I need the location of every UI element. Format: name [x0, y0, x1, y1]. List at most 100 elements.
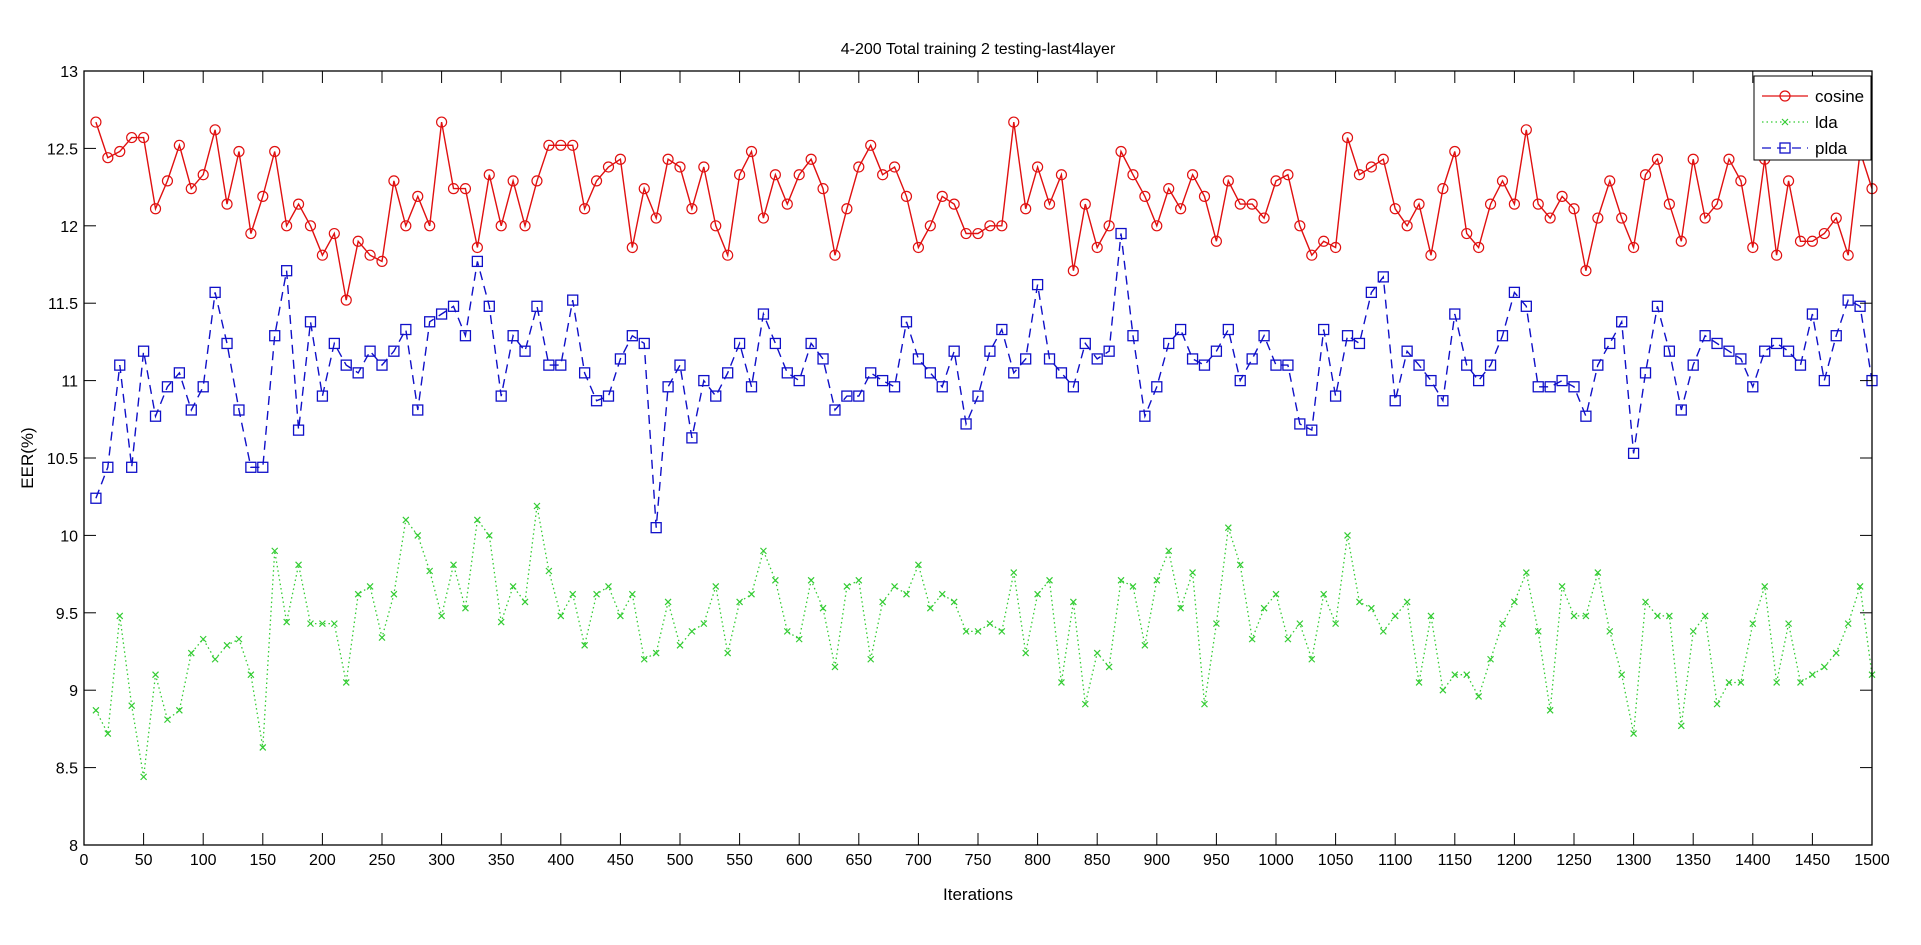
cosine-point	[936, 190, 948, 202]
cosine-point	[602, 161, 615, 173]
lda-point	[926, 604, 934, 612]
cosine-point	[1210, 235, 1223, 247]
cosine-point	[149, 203, 162, 215]
lda-point	[557, 612, 565, 620]
lda-point	[1332, 620, 1340, 628]
cosine-point	[1627, 241, 1640, 254]
lda-point	[1546, 706, 1554, 714]
cosine-point	[960, 227, 972, 240]
plda-point	[626, 330, 638, 342]
lda-point	[1344, 531, 1351, 539]
lda-point	[402, 516, 410, 524]
lda-point	[295, 561, 302, 569]
lda-point	[1272, 590, 1280, 598]
lda-point	[1701, 612, 1709, 620]
lda-point	[1010, 569, 1018, 576]
lda-point	[533, 502, 541, 510]
cosine-point	[877, 169, 889, 181]
cosine-point	[579, 203, 591, 215]
cosine-point	[1353, 169, 1366, 181]
plda-point	[829, 404, 841, 416]
lda-point	[1594, 569, 1602, 576]
plda-point	[805, 337, 817, 350]
plda-point	[984, 345, 996, 357]
cosine-point	[1103, 220, 1115, 232]
cosine-point	[328, 227, 340, 240]
plda-point	[424, 316, 436, 328]
plda-point	[614, 353, 627, 365]
cosine-point	[805, 153, 817, 165]
y-tick-label: 13	[60, 64, 78, 81]
cosine-point	[1377, 153, 1389, 165]
x-tick-label: 800	[1024, 852, 1051, 869]
lda-point	[164, 716, 171, 724]
cosine-point	[1389, 203, 1401, 215]
lda-point	[187, 649, 195, 657]
lda-point	[903, 590, 910, 598]
lda-point	[1570, 612, 1578, 620]
plda-point	[1222, 323, 1234, 336]
lda-point	[1236, 561, 1244, 569]
cosine-point	[829, 249, 841, 261]
cosine-point	[1246, 198, 1258, 210]
cosine-point	[793, 169, 805, 181]
lda-point	[1212, 620, 1220, 628]
lda-point	[1797, 679, 1804, 686]
plda-point	[304, 316, 317, 328]
plda-point	[722, 367, 734, 379]
plda-point	[1198, 359, 1211, 371]
y-tick-label: 8	[69, 838, 78, 855]
plda-point	[1246, 353, 1258, 365]
plda-point	[1210, 345, 1223, 357]
lda-point	[950, 598, 958, 606]
cosine-point	[90, 116, 102, 128]
lda-point	[1606, 627, 1614, 635]
x-tick-label: 750	[965, 852, 992, 869]
lda-point	[342, 679, 350, 686]
plda-point	[1413, 359, 1425, 371]
plda-point	[209, 286, 221, 299]
plda-point	[1830, 330, 1842, 342]
legend-marker-plda	[1779, 142, 1791, 154]
legend-marker-lda	[1781, 118, 1789, 126]
plda-point	[495, 390, 507, 402]
lda-point	[1022, 649, 1030, 657]
plda-point	[960, 418, 972, 430]
plda-point	[602, 390, 615, 402]
cosine-point	[209, 124, 221, 136]
plda-point	[1258, 330, 1270, 342]
x-tick-label: 350	[488, 852, 515, 869]
lda-point	[593, 590, 600, 598]
cosine-point	[459, 183, 472, 195]
plda-point	[447, 300, 460, 312]
lda-point	[1427, 612, 1435, 620]
x-tick-label: 700	[905, 852, 932, 869]
lda-point	[1856, 583, 1864, 590]
lda-point	[1463, 671, 1471, 679]
lda-point	[497, 618, 505, 626]
lda-point	[104, 730, 112, 737]
plda-point	[841, 390, 853, 402]
lda-point	[521, 598, 529, 606]
lda-point	[843, 583, 851, 590]
x-tick-label: 200	[309, 852, 336, 869]
plda-point	[1115, 227, 1127, 240]
plda-point	[137, 345, 150, 357]
y-tick-label: 10	[60, 528, 78, 545]
plda-point	[102, 461, 114, 473]
cosine-point	[1139, 190, 1151, 202]
cosine-point	[1425, 249, 1437, 261]
cosine-line	[95, 121, 1873, 301]
x-tick-label: 1300	[1616, 852, 1652, 869]
cosine-point	[304, 220, 317, 232]
cosine-point	[817, 183, 829, 195]
cosine-point	[1067, 265, 1079, 277]
plda-point	[1234, 374, 1246, 387]
lda-point	[1201, 700, 1208, 708]
plda-point	[948, 345, 960, 357]
lda-point	[748, 590, 755, 598]
lda-point	[307, 620, 314, 628]
plda-point	[817, 353, 829, 365]
plda-point	[1294, 418, 1306, 430]
cosine-point	[1234, 198, 1246, 210]
